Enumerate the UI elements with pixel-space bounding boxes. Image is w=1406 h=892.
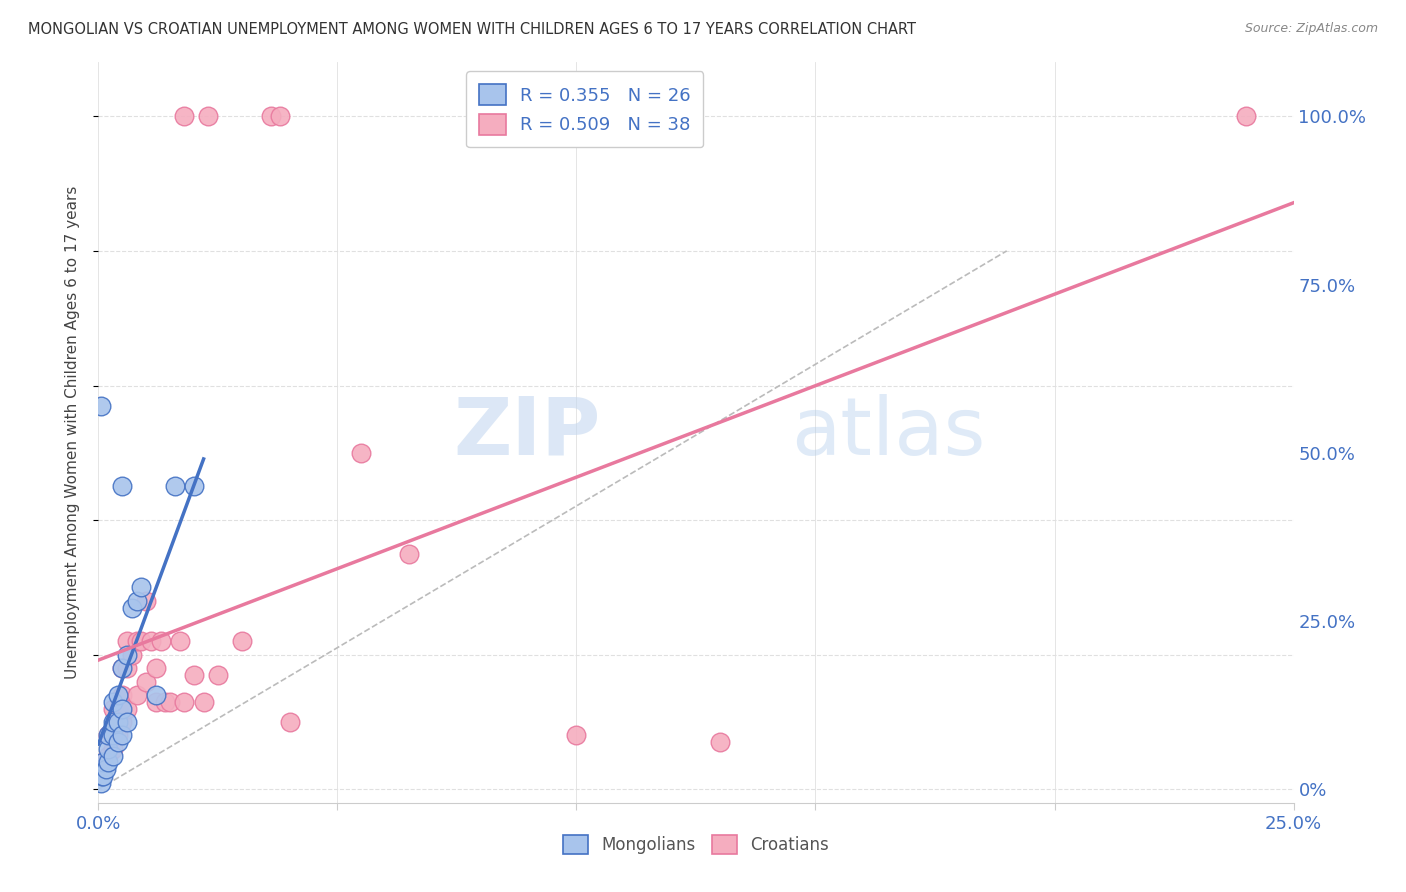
Point [565, 729, 588, 743]
Point [121, 648, 143, 662]
Text: atlas: atlas [792, 393, 986, 472]
Point [350, 446, 373, 460]
Point [125, 594, 148, 608]
Point [101, 748, 124, 763]
Y-axis label: Unemployment Among Women with Children Ages 6 to 17 years: Unemployment Among Women with Children A… [65, 186, 80, 680]
Point [90, 775, 112, 789]
Point [135, 674, 157, 689]
Point [173, 109, 195, 123]
Point [131, 634, 153, 648]
Point [173, 695, 195, 709]
Text: MONGOLIAN VS CROATIAN UNEMPLOYMENT AMONG WOMEN WITH CHILDREN AGES 6 TO 17 YEARS : MONGOLIAN VS CROATIAN UNEMPLOYMENT AMONG… [28, 22, 917, 37]
Point [91, 756, 114, 770]
Point [97, 756, 120, 770]
Point [183, 479, 205, 493]
Point [125, 634, 148, 648]
Point [149, 634, 172, 648]
Point [163, 479, 186, 493]
Point [115, 714, 138, 729]
Point [111, 729, 134, 743]
Point [97, 742, 120, 756]
Point [139, 634, 162, 648]
Point [101, 701, 124, 715]
Point [91, 769, 114, 783]
Point [115, 701, 138, 715]
Point [115, 648, 138, 662]
Point [101, 714, 124, 729]
Point [97, 729, 120, 743]
Point [107, 688, 129, 702]
Point [90, 769, 112, 783]
Point [97, 729, 120, 743]
Point [135, 594, 157, 608]
Point [111, 714, 134, 729]
Point [91, 756, 114, 770]
Point [131, 581, 153, 595]
Point [231, 634, 253, 648]
Point [101, 722, 124, 736]
Point [1234, 109, 1257, 123]
Point [183, 668, 205, 682]
Text: ZIP: ZIP [453, 393, 600, 472]
Point [94, 762, 117, 776]
Point [107, 714, 129, 729]
Point [115, 661, 138, 675]
Point [145, 688, 167, 702]
Text: Source: ZipAtlas.com: Source: ZipAtlas.com [1244, 22, 1378, 36]
Point [398, 547, 420, 561]
Point [115, 634, 138, 648]
Point [145, 695, 167, 709]
Point [269, 109, 291, 123]
Point [278, 714, 301, 729]
Point [90, 399, 112, 413]
Point [107, 735, 129, 749]
Point [111, 661, 134, 675]
Point [145, 661, 167, 675]
Point [107, 701, 129, 715]
Point [101, 729, 124, 743]
Point [169, 634, 191, 648]
Point [121, 600, 143, 615]
Point [101, 742, 124, 756]
Point [197, 109, 219, 123]
Point [97, 748, 120, 763]
Point [107, 729, 129, 743]
Point [259, 109, 281, 123]
Point [207, 668, 229, 682]
Point [193, 695, 215, 709]
Point [159, 695, 181, 709]
Legend: Mongolians, Croatians: Mongolians, Croatians [557, 829, 835, 861]
Point [111, 701, 134, 715]
Point [125, 688, 148, 702]
Point [111, 688, 134, 702]
Point [111, 479, 134, 493]
Point [155, 695, 177, 709]
Point [709, 735, 731, 749]
Point [101, 695, 124, 709]
Point [111, 661, 134, 675]
